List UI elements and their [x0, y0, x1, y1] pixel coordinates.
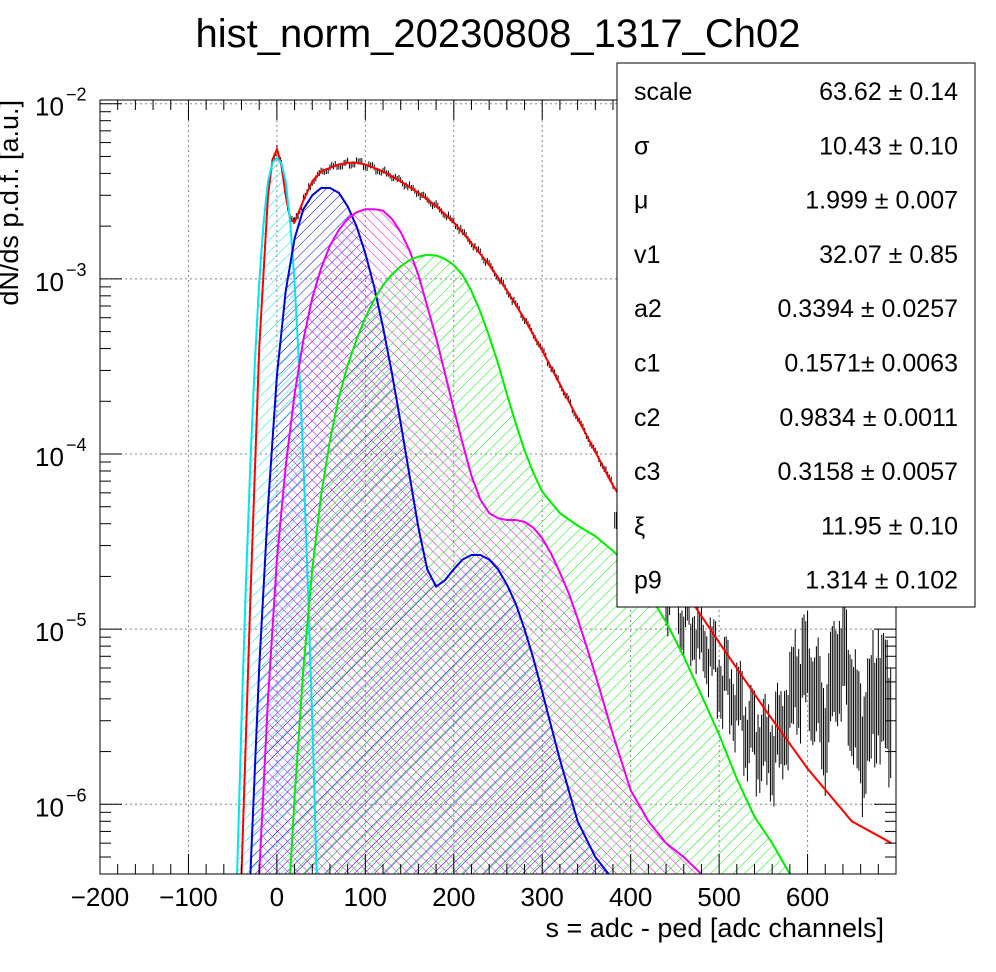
stat-value: 10.43 ± 0.10: [819, 132, 958, 160]
stats-rows: scale 63.62 ± 0.14 σ 10.43 ± 0.10 μ 1.999 ± 0…: [634, 78, 958, 595]
stat-name: ξ: [634, 512, 645, 540]
y-tick-label: 10: [35, 92, 64, 122]
x-tick-label: 300: [521, 882, 564, 912]
y-tick-exponent: −3: [66, 260, 87, 280]
stat-name: σ: [634, 132, 650, 160]
stat-name: scale: [634, 78, 692, 106]
peak-3-curve: [289, 253, 791, 874]
chart-title: hist_norm_20230808_1317_Ch02: [196, 12, 801, 56]
stat-value: 0.3394 ± 0.0257: [777, 295, 958, 323]
y-tick-exponent: −6: [66, 785, 87, 805]
stat-name: v1: [634, 241, 660, 269]
stat-value: 11.95 ± 0.10: [821, 512, 958, 540]
y-tick-exponent: −5: [66, 610, 87, 630]
peak-2-curve: [258, 208, 703, 874]
stat-value: 63.62 ± 0.14: [819, 78, 958, 106]
y-tick-label: 10: [35, 792, 64, 822]
stat-value: 0.3158 ± 0.0057: [777, 458, 958, 486]
stat-value: 0.9834 ± 0.0011: [779, 404, 958, 432]
x-tick-label: 500: [697, 882, 740, 912]
stat-value: 1.314 ± 0.102: [805, 567, 958, 595]
x-tick-label: −100: [159, 882, 218, 912]
y-tick-exponent: −4: [66, 435, 87, 455]
y-axis-label: dN/ds p.d.f. [a.u.]: [0, 100, 24, 306]
peak-3-fill: [290, 254, 790, 874]
stat-value: 32.07 ± 0.85: [819, 241, 958, 269]
y-tick-label: 10: [35, 267, 64, 297]
peak-fills: [237, 158, 790, 874]
stat-name: c1: [634, 350, 660, 378]
y-tick-label: 10: [35, 617, 64, 647]
stat-name: μ: [634, 187, 648, 215]
x-tick-label: −200: [71, 882, 130, 912]
x-tick-label: 400: [609, 882, 652, 912]
y-tick-label: 10: [35, 442, 64, 472]
stat-name: a2: [634, 295, 662, 323]
stat-name: c3: [634, 458, 660, 486]
stat-name: p9: [634, 567, 662, 595]
stat-name: c2: [634, 404, 660, 432]
x-axis-label: s = adc - ped [adc channels]: [546, 913, 884, 943]
x-tick-label: 600: [786, 882, 829, 912]
x-tick-label: 200: [432, 882, 475, 912]
stats-box-frame: [616, 62, 976, 608]
x-tick-label: 0: [270, 882, 284, 912]
stat-value: 1.999 ± 0.007: [805, 187, 958, 215]
stats-box: scale 63.62 ± 0.14 σ 10.43 ± 0.10 μ 1.999 ± 0…: [616, 62, 976, 608]
peak-0-curve: [236, 156, 318, 874]
peak-1-curve: [249, 187, 610, 874]
stat-value: 0.1571± 0.0063: [784, 350, 958, 378]
y-tick-exponent: −2: [66, 85, 87, 105]
x-tick-label: 100: [344, 882, 387, 912]
